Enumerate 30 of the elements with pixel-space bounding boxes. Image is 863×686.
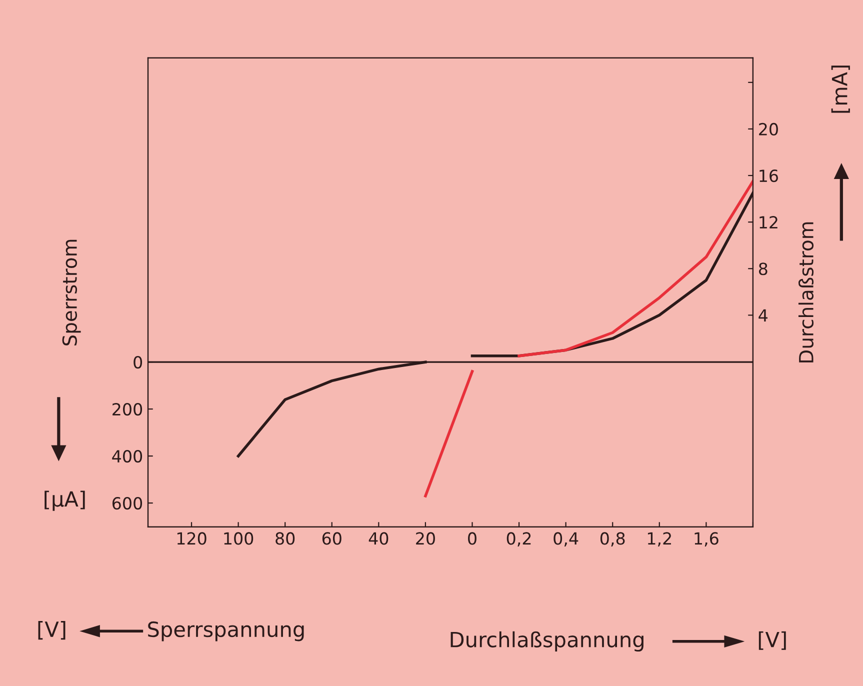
y-axis-title: Sperrstrom (62, 240, 81, 346)
x-tick-label: 120 (177, 532, 206, 545)
x-tick-label: 0,4 (554, 532, 578, 546)
text: [V] (758, 631, 786, 650)
x-tick-label: 0,2 (506, 532, 531, 546)
y2-tick-label: 8 (758, 262, 768, 276)
y-tick-label: 600 (112, 496, 142, 510)
y2-tick-label: 12 (760, 216, 778, 228)
text: [mA] (831, 66, 850, 113)
line-series (518, 180, 753, 358)
text: [V] (38, 621, 66, 640)
x-tick-label: 20 (416, 532, 435, 545)
y-tick-label: 200 (112, 402, 142, 416)
text: [μA] (44, 490, 85, 511)
x-tick-label: 0 (468, 532, 476, 545)
x-tick-label: 0,8 (600, 532, 625, 546)
text: Sperrspannung (148, 621, 304, 642)
x-tick-label: 80 (276, 532, 295, 545)
x-tick-label: 40 (368, 532, 388, 545)
text: Durchlaßspannung (450, 631, 644, 652)
y-tick-label: 400 (112, 450, 142, 463)
x-tick-label: 1,2 (648, 532, 671, 546)
y2-axis-title: Durchlaßstrom (798, 222, 814, 362)
x-tick-label: 60 (322, 532, 342, 545)
y2-tick-label: 4 (758, 309, 768, 322)
y-tick-label: 0 (134, 356, 142, 369)
y2-tick-label: 16 (760, 169, 778, 182)
x-tick-label: 1,6 (694, 532, 718, 546)
y2-tick-label: 20 (759, 122, 778, 136)
x-tick-label: 100 (224, 532, 254, 545)
